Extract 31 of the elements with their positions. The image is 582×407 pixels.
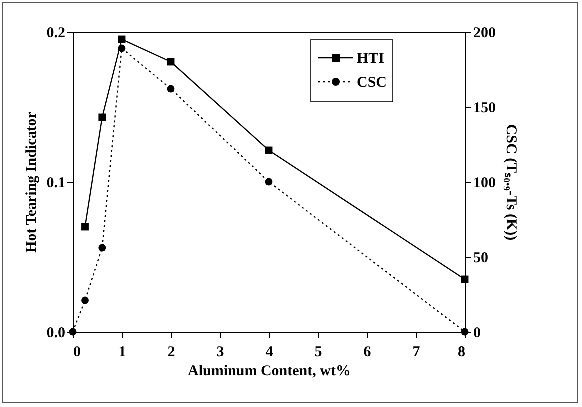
y-tick-label: 0.1	[46, 176, 66, 192]
y2-tick-label: 0	[474, 326, 481, 342]
x-tick-label: 1	[118, 344, 126, 360]
point	[82, 223, 89, 231]
point	[69, 328, 77, 336]
y2-tick-label: 150	[474, 100, 496, 116]
x-axis-title: Aluminum Content, wt%	[188, 364, 351, 380]
y2-tick-label: 200	[474, 26, 496, 42]
point	[167, 85, 175, 93]
point	[265, 178, 273, 186]
legend-label: CSC	[357, 75, 388, 91]
x-tick-label: 4	[266, 344, 274, 360]
x-tick-label: 2	[168, 344, 176, 360]
point	[98, 244, 106, 252]
x-tick-label: 7	[412, 344, 421, 360]
y2-tick-label: 50	[474, 250, 488, 266]
y2-axis-title: CSC (Tₛ₀.₉-Ts (K))	[503, 124, 519, 241]
point	[118, 44, 126, 52]
x-tick-label: 0	[74, 344, 81, 360]
x-tick-label: 8	[458, 344, 466, 360]
y2-tick-label: 100	[474, 176, 496, 192]
legend-label: HTI	[357, 51, 385, 67]
x-tick-label: 5	[314, 344, 322, 360]
x-tick-label: 3	[216, 344, 224, 360]
y-axis-title: Hot Tearing Indicator	[24, 112, 40, 253]
point	[98, 114, 106, 122]
y-tick-label: 0.0	[46, 326, 66, 342]
point	[82, 296, 89, 304]
y-tick-label: 0.2	[46, 26, 66, 42]
x-tick-label: 6	[364, 344, 372, 360]
point	[461, 328, 469, 336]
